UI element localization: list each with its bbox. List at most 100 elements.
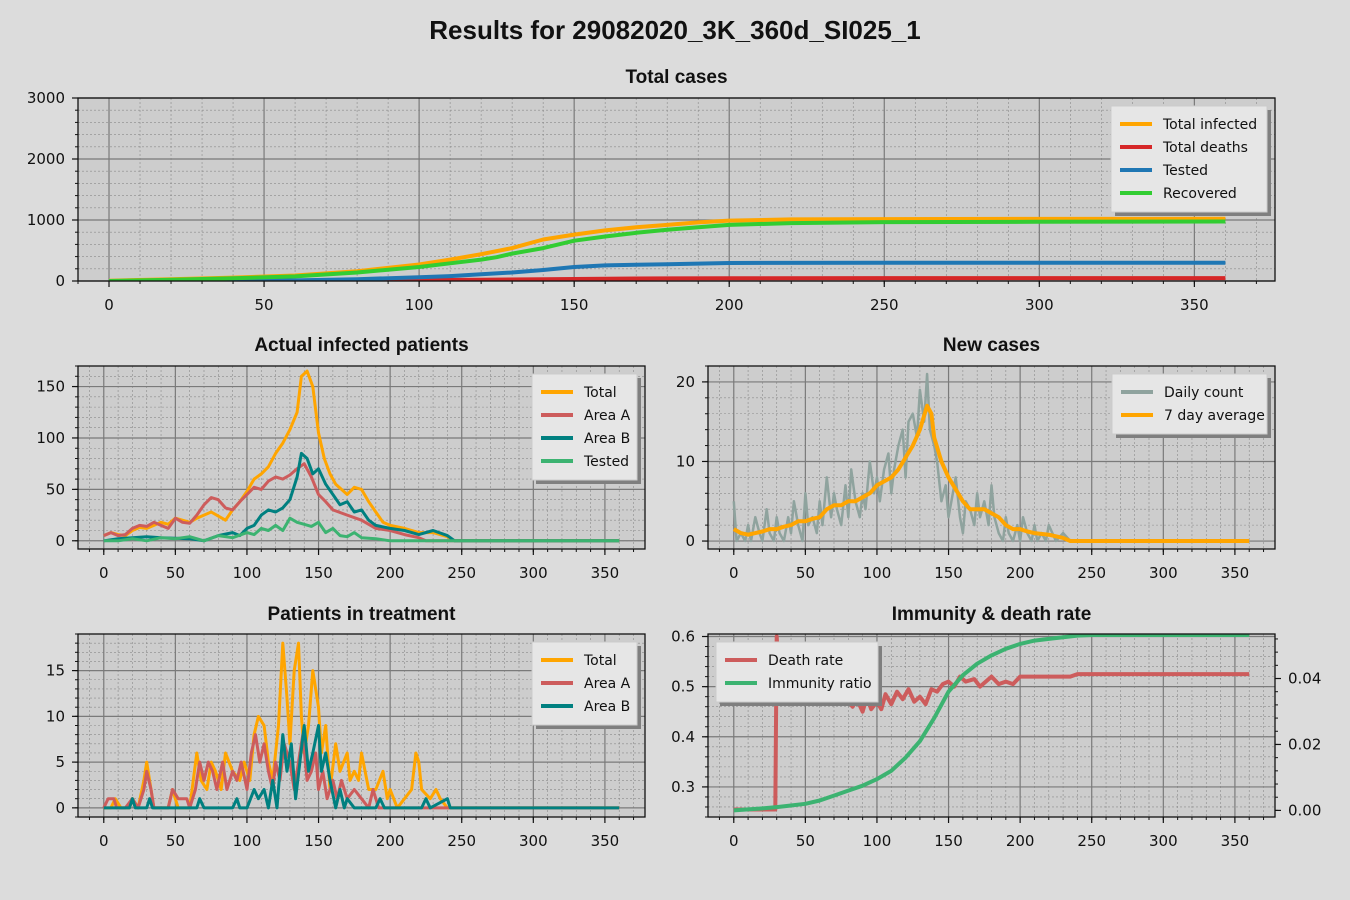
legend-label: Daily count (1164, 385, 1244, 401)
x-tick-label: 300 (1149, 564, 1178, 582)
legend-label: Area A (584, 408, 631, 424)
x-tick-label: 100 (233, 564, 262, 582)
grid (77, 97, 1275, 282)
legend-label: Area B (584, 699, 630, 715)
x-tick-label: 250 (1077, 832, 1106, 850)
y-tick-label: 0 (685, 532, 695, 550)
x-tick-label: 150 (304, 564, 333, 582)
x-tick-label: 50 (796, 564, 815, 582)
y-tick-label: 10 (676, 452, 695, 470)
y-tick-label: 5 (55, 753, 65, 771)
x-tick-label: 150 (934, 832, 963, 850)
y-tick-label: 100 (36, 429, 65, 447)
x-tick-label: 250 (447, 832, 476, 850)
ticks: 0 50 100 150 200 250 300 350 0 5 10 15 (46, 633, 635, 850)
x-tick-label: 150 (304, 832, 333, 850)
legend-label: Death rate (768, 653, 843, 669)
panel-title: Total cases (625, 67, 727, 88)
y-tick-label: 0.5 (671, 678, 695, 696)
x-tick-label: 250 (870, 296, 899, 314)
y-tick-label: 0 (55, 532, 65, 550)
x-tick-label: 350 (591, 832, 620, 850)
panel-title: Immunity & death rate (892, 604, 1092, 625)
x-tick-label: 300 (1025, 296, 1054, 314)
legend-label: Area A (584, 676, 631, 692)
panel-treatment: 0 50 100 150 200 250 300 350 0 5 10 15 Patients in t… (46, 604, 646, 850)
x-tick-label: 0 (99, 564, 109, 582)
y-tick-label: 150 (36, 378, 65, 396)
grid (78, 365, 645, 549)
series-line-immunity-ratio (733, 634, 1250, 813)
panel-title: Patients in treatment (268, 604, 457, 625)
x-tick-label: 200 (376, 564, 405, 582)
ticks: 0 50 100 150 200 250 300 350 0 1000 2000 3000 (27, 89, 1257, 314)
legend-label: Area B (584, 431, 630, 447)
legend-label: Tested (1162, 163, 1208, 179)
x-tick-label: 0 (729, 832, 739, 850)
x-tick-label: 200 (1006, 832, 1035, 850)
x-tick-label: 100 (233, 832, 262, 850)
y-tick-label: 0.6 (671, 628, 695, 646)
y-tick-label: 2000 (27, 150, 65, 168)
legend-label: Immunity ratio (768, 676, 872, 692)
y-tick-label: 10 (46, 707, 65, 725)
legend: Total Area A Area B Tested (531, 373, 641, 484)
legend-label: 7 day average (1164, 408, 1265, 424)
panel-title: New cases (943, 335, 1040, 356)
y-tick-label: 0 (55, 799, 65, 817)
x-tick-label: 100 (405, 296, 434, 314)
legend: Total Area A Area B (531, 641, 641, 729)
x-tick-label: 250 (447, 564, 476, 582)
x-tick-label: 300 (519, 564, 548, 582)
y-tick-label: 0 (55, 272, 65, 290)
y2-tick-label: 0.00 (1288, 801, 1321, 819)
grid (708, 634, 1275, 818)
series-line-tested (103, 516, 620, 543)
x-tick-label: 100 (863, 564, 892, 582)
y2-tick-label: 0.04 (1288, 670, 1321, 688)
series-group (102, 641, 620, 810)
legend-label: Total infected (1162, 117, 1257, 133)
legend-box (715, 641, 879, 703)
panel-title: Actual infected patients (254, 335, 468, 356)
x-tick-label: 200 (1006, 564, 1035, 582)
y-tick-label: 0.3 (671, 778, 695, 796)
x-tick-label: 150 (934, 564, 963, 582)
x-tick-label: 350 (1180, 296, 1209, 314)
series-line-7-day-average (732, 403, 1250, 543)
plot-area (78, 98, 1275, 281)
panel-infected: 0 50 100 150 200 250 300 350 0 50 100 150 Actual inf… (36, 335, 646, 582)
figure-title: Results for 29082020_3K_360d_SI025_1 (429, 15, 920, 45)
x-tick-label: 350 (1221, 564, 1250, 582)
x-tick-label: 100 (863, 832, 892, 850)
x-tick-label: 200 (376, 832, 405, 850)
legend-label: Tested (583, 454, 629, 470)
series-line-tested (108, 260, 1226, 281)
ticks: 0 50 100 150 200 250 300 350 0 10 20 (676, 365, 1265, 582)
x-tick-label: 0 (104, 296, 114, 314)
legend-label: Recovered (1163, 186, 1237, 202)
y-tick-label: 1000 (27, 211, 65, 229)
panel-new: 0 50 100 150 200 250 300 350 0 10 20 New cases Daily… (676, 335, 1276, 582)
legend-box (1111, 373, 1268, 435)
x-tick-label: 50 (796, 832, 815, 850)
y2-tick-label: 0.02 (1288, 735, 1321, 753)
x-tick-label: 350 (1221, 832, 1250, 850)
legend-label: Total (583, 385, 617, 401)
series-group (732, 372, 1250, 543)
ticks: 0 50 100 150 200 250 300 350 0.3 0.4 0.5 0.6 0.00 0.0… (671, 628, 1321, 850)
x-tick-label: 150 (560, 296, 589, 314)
x-tick-label: 300 (519, 832, 548, 850)
series-line-area-a (103, 462, 620, 543)
x-tick-label: 350 (591, 564, 620, 582)
series-line-total (103, 369, 620, 543)
x-tick-label: 0 (99, 832, 109, 850)
x-tick-label: 50 (166, 832, 185, 850)
legend: Total infected Total deaths Tested Recovere… (1110, 105, 1271, 216)
legend-label: Total deaths (1162, 140, 1248, 156)
ticks: 0 50 100 150 200 250 300 350 0 50 100 150 (36, 365, 635, 582)
x-tick-label: 250 (1077, 564, 1106, 582)
y-tick-label: 20 (676, 373, 695, 391)
panel-total: 0 50 100 150 200 250 300 350 0 1000 2000 3000 Total … (27, 67, 1276, 314)
